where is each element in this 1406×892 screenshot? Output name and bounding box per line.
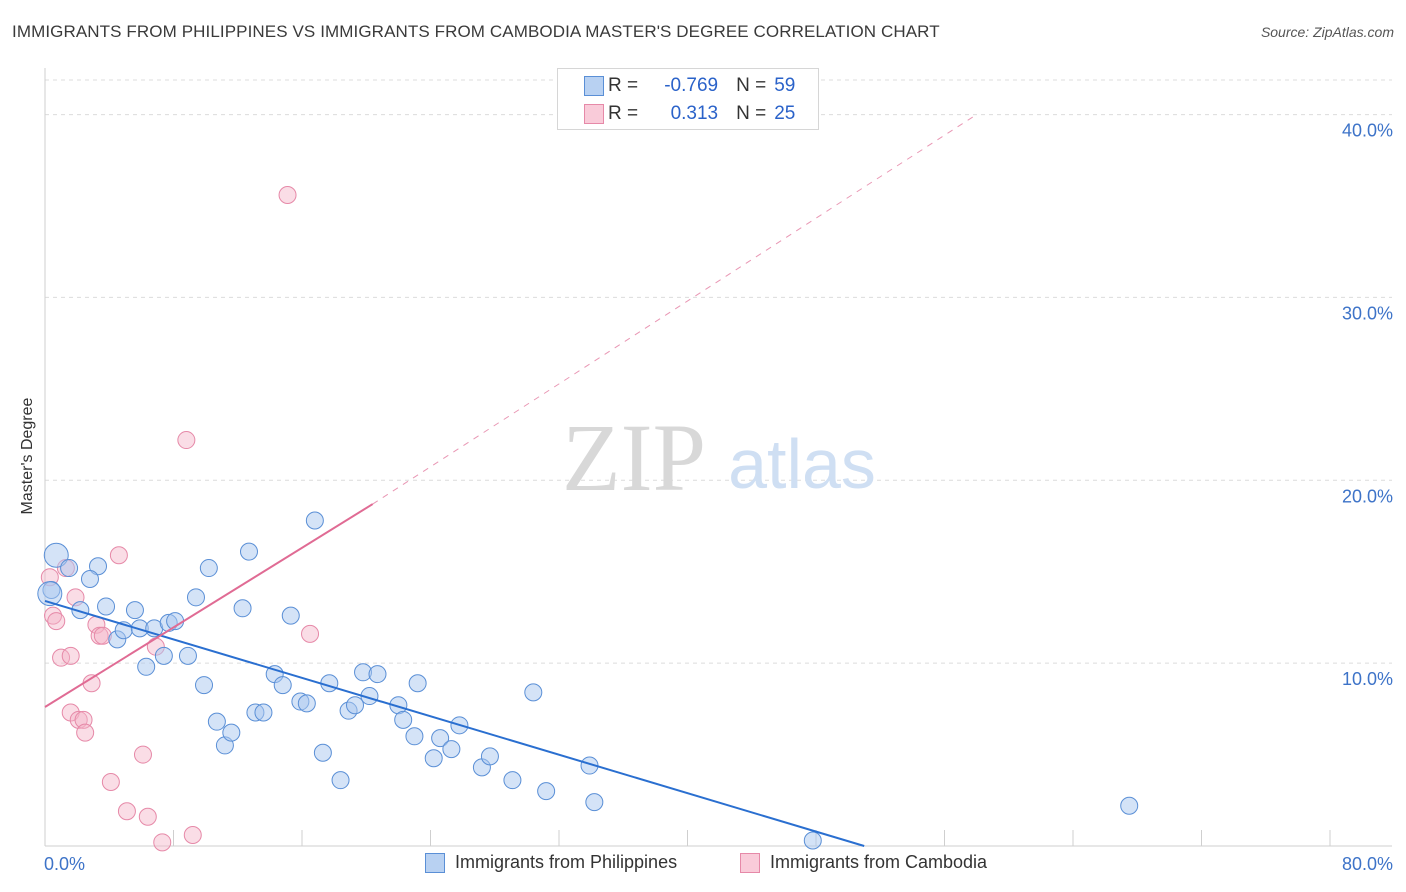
philippines-point (195, 676, 214, 695)
trend-lines (44, 114, 977, 847)
cambodia-point (47, 612, 66, 631)
philippines-point (346, 696, 365, 715)
legend-r-value: 0.313 (670, 103, 719, 124)
y-tick-label: 30.0% (1342, 303, 1393, 323)
tick-labels: 10.0% 20.0% 30.0% 40.0% 0.0% 80.0% (44, 121, 1393, 874)
watermark: ZIP atlas (562, 404, 876, 511)
legend-r-label: R = (608, 75, 639, 96)
philippines-point (431, 729, 450, 748)
legend-swatch-cambodia (584, 104, 604, 124)
legend-n-value: 25 (774, 103, 796, 124)
philippines-point (254, 703, 273, 722)
philippines-point (803, 831, 822, 850)
philippines-point (408, 674, 427, 693)
cambodia-point (153, 833, 172, 852)
legend-swatch-philippines (584, 76, 604, 96)
philippines-point (37, 581, 63, 607)
x-tick-label: 80.0% (1342, 854, 1393, 874)
y-axis-label: Master's Degree (19, 397, 36, 514)
philippines-point (305, 511, 324, 530)
bottom-legend-swatch-philippines (425, 852, 445, 873)
philippines-point (60, 559, 79, 578)
philippines-point (480, 747, 499, 766)
philippines-points (37, 511, 1139, 850)
cambodia-point (183, 826, 202, 845)
philippines-point (503, 771, 522, 790)
legend-r-value: -0.769 (664, 75, 719, 96)
philippines-point (537, 782, 556, 801)
philippines-point (368, 665, 387, 684)
philippines-point (424, 749, 443, 768)
x-tick-label: 0.0% (44, 854, 85, 874)
philippines-point (297, 694, 316, 713)
philippines-point (585, 793, 604, 812)
legend-row-philippines: R = -0.769 N = 59 (584, 73, 796, 99)
source-label: Source: ZipAtlas.com (1260, 24, 1394, 40)
philippines-point (199, 559, 218, 578)
cambodia-point (278, 186, 297, 205)
cambodia-point (101, 773, 120, 791)
grid-lines (45, 79, 1392, 664)
philippines-point (125, 601, 144, 620)
bottom-legend-cambodia: Immigrants from Cambodia (740, 852, 987, 873)
philippines-point (178, 646, 197, 665)
philippines-point (89, 557, 108, 576)
bottom-legend-swatch-cambodia (740, 852, 760, 873)
cambodia-point (44, 606, 63, 625)
y-tick-label: 10.0% (1342, 669, 1393, 689)
cambodia-point (109, 546, 128, 565)
philippines-trend-line (44, 600, 865, 847)
philippines-point (207, 712, 226, 731)
legend-n-value: 59 (774, 75, 796, 96)
bottom-legend-label-cambodia: Immigrants from Cambodia (770, 852, 988, 872)
legend-n-label: N = (736, 103, 767, 124)
cambodia-point (61, 646, 80, 665)
chart-title: IMMIGRANTS FROM PHILIPPINES VS IMMIGRANT… (12, 22, 940, 41)
cambodia-point (76, 723, 95, 742)
cambodia-point (301, 624, 320, 643)
bottom-legend: Immigrants from Philippines Immigrants f… (0, 852, 1406, 878)
y-tick-label: 20.0% (1342, 486, 1393, 506)
cambodia-point (177, 431, 196, 450)
cambodia-point (138, 807, 157, 826)
correlation-legend: R = -0.769 N = 59 R = 0.313 N = 25 (557, 68, 819, 130)
cambodia-points (40, 186, 320, 852)
philippines-point (524, 683, 543, 702)
philippines-point (233, 599, 252, 618)
watermark-zip: ZIP (562, 404, 706, 511)
philippines-point (80, 570, 99, 589)
axes (44, 68, 1392, 847)
legend-n-label: N = (736, 75, 767, 96)
bottom-legend-label-philippines: Immigrants from Philippines (455, 852, 678, 872)
watermark-atlas: atlas (728, 425, 876, 503)
philippines-point (222, 723, 241, 742)
legend-r-label: R = (608, 103, 639, 124)
philippines-point (281, 606, 300, 625)
philippines-point (239, 542, 258, 561)
philippines-point (405, 727, 424, 746)
philippines-point (313, 743, 332, 762)
philippines-point (331, 771, 350, 790)
cambodia-point (117, 802, 136, 821)
cambodia-trend-line (44, 503, 374, 708)
legend-row-cambodia: R = 0.313 N = 25 (584, 101, 796, 127)
philippines-point (97, 597, 116, 616)
philippines-point (71, 601, 90, 620)
philippines-point (394, 710, 413, 729)
bottom-legend-philippines: Immigrants from Philippines (425, 852, 677, 873)
philippines-point (442, 740, 461, 759)
philippines-point (273, 676, 292, 695)
philippines-point (1120, 796, 1139, 815)
cambodia-point (133, 745, 152, 764)
philippines-point (137, 657, 156, 676)
philippines-point (186, 588, 205, 607)
philippines-point (43, 542, 69, 568)
philippines-point (154, 646, 173, 665)
y-tick-label: 40.0% (1342, 121, 1393, 141)
